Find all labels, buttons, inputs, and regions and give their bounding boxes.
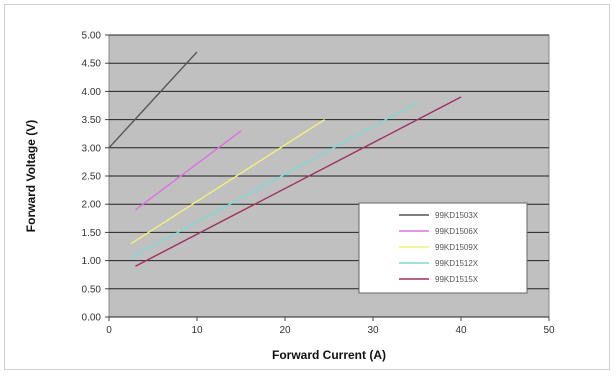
chart-frame: 0.00 0.50 1.00 1.50 2.00 2.50 3.00 3.50 4.00 4.50… (4, 4, 610, 370)
line-chart: 0.00 0.50 1.00 1.50 2.00 2.50 3.00 3.50 4.00 4.50… (24, 31, 555, 363)
y-tick-label: 3.50 (82, 115, 102, 126)
x-tick-labels: 0 10 20 30 40 50 (106, 325, 555, 336)
y-tick-label: 3.00 (82, 143, 102, 154)
y-tick-label: 4.50 (82, 59, 102, 70)
legend-label: 99KD1506X (435, 227, 479, 236)
series-line (130, 119, 325, 245)
y-tick-labels: 0.00 0.50 1.00 1.50 2.00 2.50 3.00 3.50 4.00 4.50… (82, 31, 102, 324)
legend-label: 99KD1509X (435, 243, 479, 252)
legend-label: 99KD1515X (435, 275, 479, 284)
x-axis-title: Forward Current (A) (272, 348, 386, 362)
y-tick-label: 2.00 (82, 200, 102, 211)
legend-label: 99KD1503X (435, 211, 479, 220)
legend: 99KD1503X 99KD1506X 99KD1509X 99KD1512X 99KD… (358, 202, 528, 294)
x-tick-label: 10 (191, 325, 203, 336)
y-tick-label: 5.00 (82, 31, 102, 42)
x-tick-label: 30 (367, 325, 379, 336)
legend-box (358, 202, 528, 294)
y-tick-label: 1.50 (82, 228, 102, 239)
x-tick-label: 50 (543, 325, 555, 336)
y-tick-label: 2.50 (82, 172, 102, 183)
y-tick-label: 0.50 (82, 284, 102, 295)
x-tick-label: 40 (455, 325, 467, 336)
series-line (108, 51, 198, 149)
y-tick-label: 4.00 (82, 87, 102, 98)
x-tick-label: 0 (106, 325, 112, 336)
x-tick-label: 20 (279, 325, 291, 336)
series-line (130, 102, 418, 259)
legend-label: 99KD1512X (435, 259, 479, 268)
series-line (135, 96, 462, 267)
series-lines (108, 51, 462, 267)
y-axis-title: Forward Voltage (V) (24, 120, 38, 232)
y-tick-label: 0.00 (82, 313, 102, 324)
y-tick-label: 1.00 (82, 256, 102, 267)
series-line (134, 130, 242, 211)
